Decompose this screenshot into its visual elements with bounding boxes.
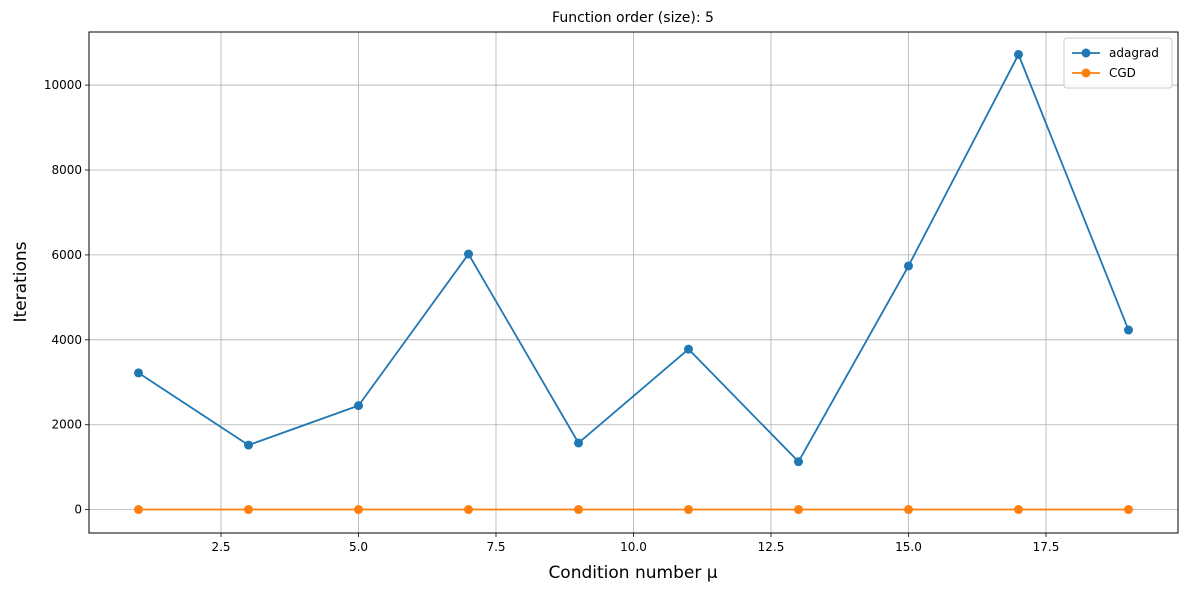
data-point [1014,50,1023,60]
grid-lines [89,32,1178,533]
y-axis-label: Iterations [11,241,31,322]
series-layer [134,50,1133,515]
legend-label: adagrad [1109,46,1159,60]
legend-item-cgd: CGD [1072,66,1136,80]
chart-title: Function order (size): 5 [552,10,714,26]
data-point [1014,505,1023,515]
data-point [904,505,913,515]
x-axis: 2.5 5.0 7.5 10.0 12.5 15.0 17.5 [211,533,1059,554]
x-tick-label: 2.5 [211,540,230,554]
y-axis: 0 2000 4000 6000 8000 10000 [44,78,89,517]
data-point [684,505,693,515]
data-point [134,505,143,515]
data-point [244,440,253,450]
x-tick-label: 17.5 [1033,540,1060,554]
x-tick-label: 5.0 [349,540,368,554]
y-tick-label: 4000 [51,333,82,347]
series-line [138,53,1130,463]
data-point [574,505,583,515]
legend-box [1063,37,1173,89]
series-adagrad [134,50,1133,467]
legend-marker [1081,68,1091,78]
x-tick-label: 10.0 [620,540,647,554]
data-point [134,368,143,378]
y-tick-label: 2000 [51,418,82,432]
data-point [464,249,473,259]
x-tick-label: 12.5 [758,540,785,554]
data-point [1124,325,1133,335]
data-point [1124,505,1133,515]
x-axis-label: Condition number μ [548,563,717,583]
data-point [464,505,473,515]
y-tick-label: 6000 [51,248,82,262]
y-tick-label: 10000 [44,78,82,92]
legend-marker [1081,48,1091,58]
data-point [904,261,913,271]
x-tick-label: 15.0 [895,540,922,554]
legend-item-adagrad: adagrad [1072,46,1159,60]
y-tick-label: 8000 [51,163,82,177]
data-point [244,505,253,515]
data-point [574,438,583,448]
legend-label: CGD [1109,66,1136,80]
series-cgd [134,505,1133,515]
data-point [794,457,803,467]
data-point [354,401,363,411]
y-tick-label: 0 [74,503,82,517]
legend: adagrad CGD [1063,37,1173,89]
data-point [684,344,693,354]
x-tick-label: 7.5 [486,540,505,554]
data-point [794,505,803,515]
data-point [354,505,363,515]
